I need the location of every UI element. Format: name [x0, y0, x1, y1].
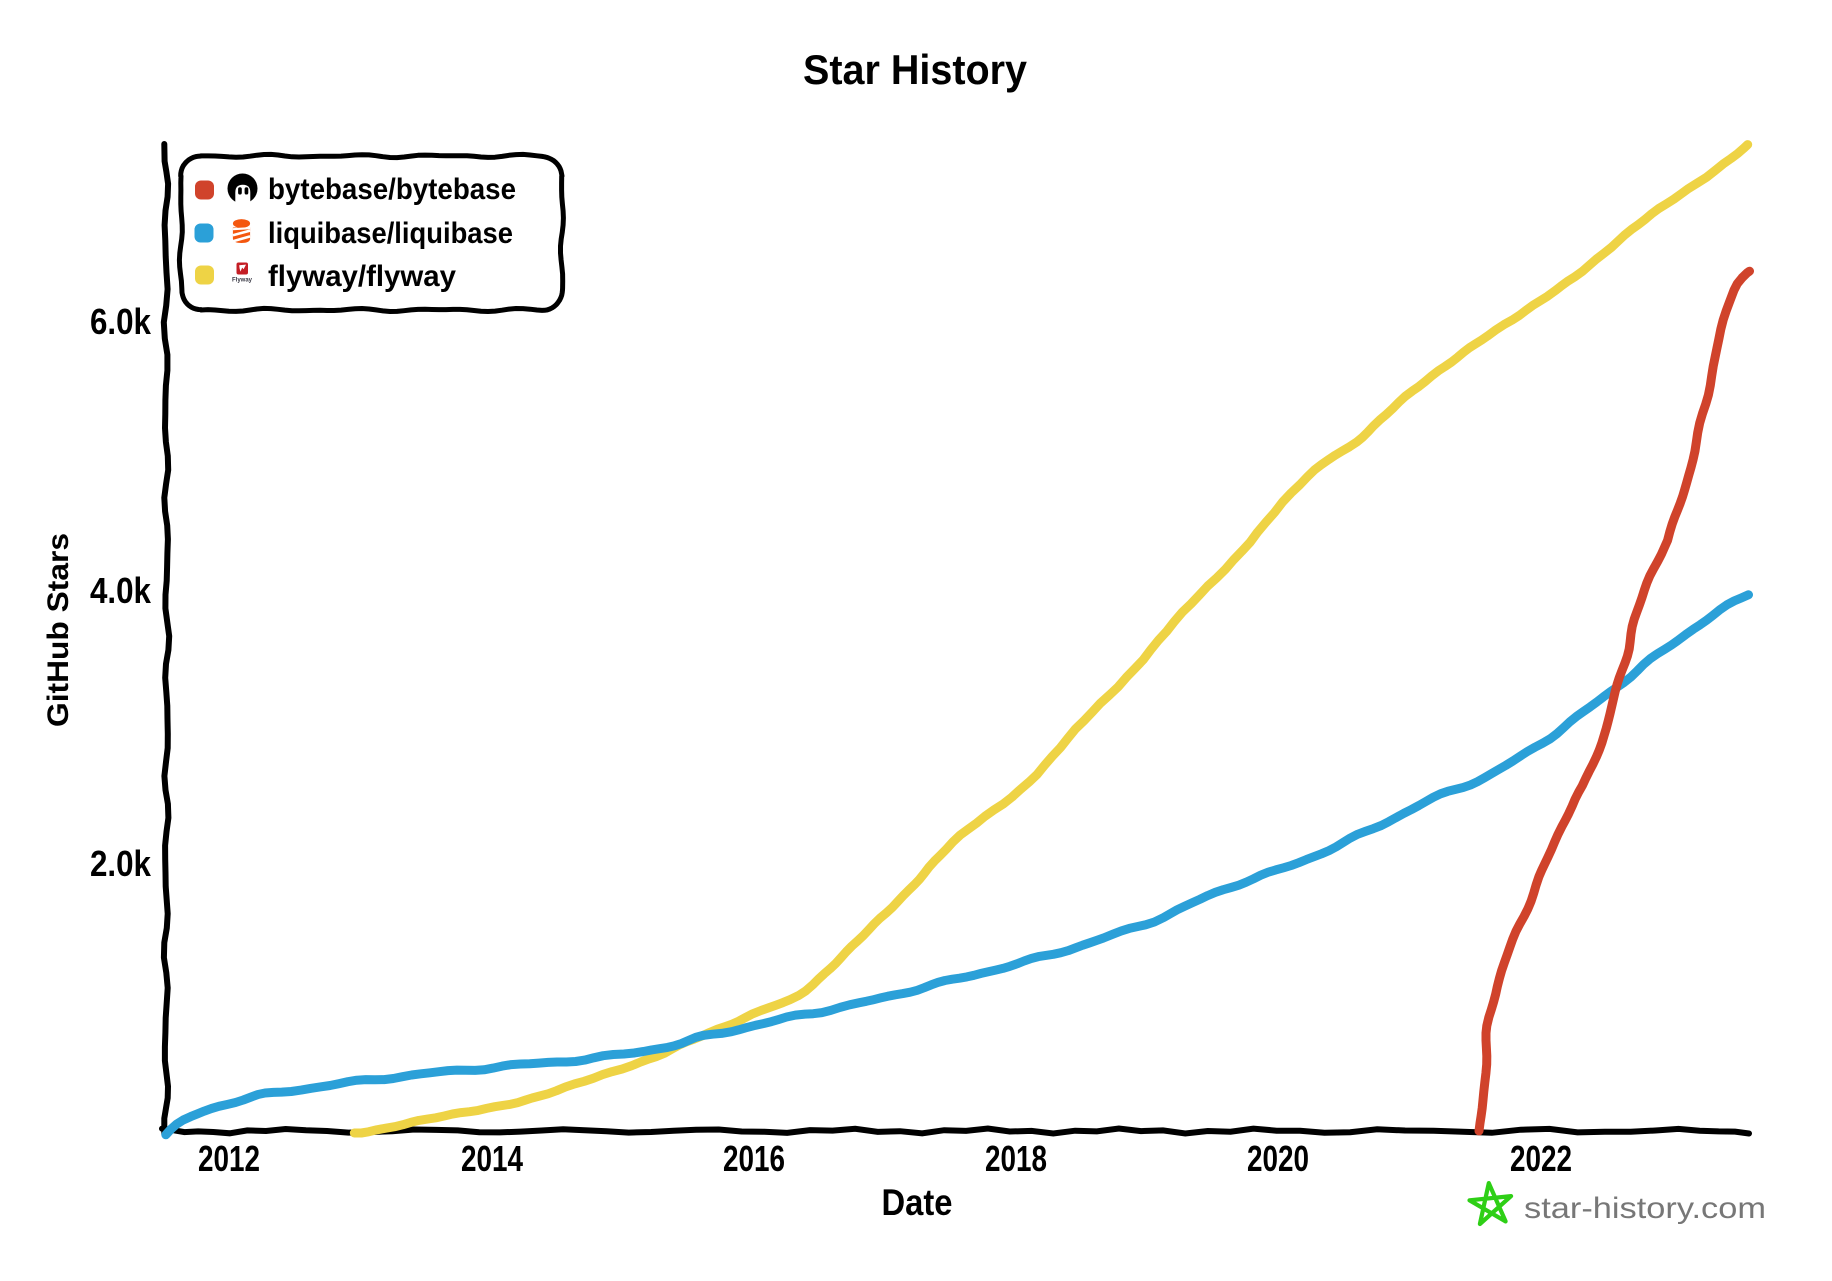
svg-text:2016: 2016 [723, 1138, 785, 1179]
svg-text:4.0k: 4.0k [90, 570, 152, 611]
svg-text:Flyway: Flyway [232, 278, 253, 284]
svg-text:GitHub Stars: GitHub Stars [42, 533, 75, 727]
svg-text:bytebase/bytebase: bytebase/bytebase [268, 173, 516, 206]
svg-text:2.0k: 2.0k [90, 843, 152, 884]
svg-text:star-history.com: star-history.com [1524, 1192, 1766, 1225]
svg-text:2020: 2020 [1247, 1138, 1309, 1179]
svg-text:2012: 2012 [198, 1138, 260, 1179]
svg-text:2022: 2022 [1510, 1138, 1572, 1179]
svg-text:Date: Date [882, 1182, 953, 1223]
svg-text:2014: 2014 [461, 1138, 523, 1179]
svg-text:flyway/flyway: flyway/flyway [268, 260, 456, 293]
svg-text:2018: 2018 [985, 1138, 1047, 1179]
svg-text:liquibase/liquibase: liquibase/liquibase [268, 217, 513, 250]
svg-text:6.0k: 6.0k [90, 301, 152, 342]
svg-text:Star History: Star History [803, 46, 1028, 93]
